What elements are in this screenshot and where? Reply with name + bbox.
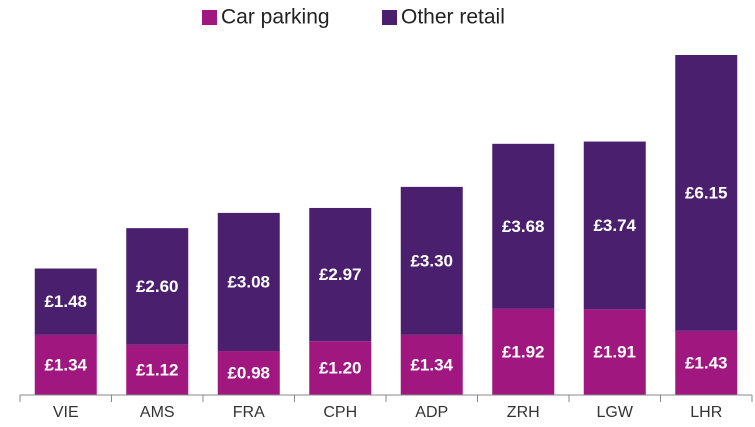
data-label: £3.74 — [593, 216, 636, 235]
data-label: £1.12 — [136, 360, 179, 379]
legend-label: Other retail — [401, 6, 505, 29]
bar-segment — [309, 341, 372, 395]
x-tick-label: AMS — [140, 404, 175, 421]
data-label: £3.30 — [410, 251, 453, 270]
data-label: £2.60 — [136, 277, 179, 296]
bar-segment — [400, 334, 463, 395]
data-label: £1.20 — [319, 359, 362, 378]
bar-segment — [675, 55, 738, 331]
data-label: £1.92 — [502, 342, 545, 361]
bar-segment — [217, 351, 280, 395]
bar-segment — [583, 309, 646, 395]
x-tick-label: VIE — [53, 404, 79, 421]
bar-segment — [126, 228, 189, 345]
legend-swatch — [202, 10, 217, 25]
bar-segment — [492, 308, 555, 395]
bar-segment — [34, 268, 97, 335]
x-tick-label: FRA — [233, 404, 265, 421]
x-tick-label: LGW — [597, 404, 634, 421]
x-tick-label: ZRH — [507, 404, 540, 421]
bar-segment — [217, 212, 280, 352]
bar-segment — [583, 141, 646, 310]
bar-segment — [309, 207, 372, 342]
data-label: £1.34 — [44, 355, 87, 374]
data-label: £1.48 — [44, 292, 87, 311]
data-label: £1.43 — [685, 353, 728, 372]
data-label: £1.34 — [410, 355, 453, 374]
bar-segment — [34, 334, 97, 395]
data-label: £3.68 — [502, 217, 545, 236]
data-label: £6.15 — [685, 183, 728, 202]
legend-label: Car parking — [221, 6, 330, 29]
bar-segment — [400, 186, 463, 335]
data-label: £0.98 — [227, 364, 270, 383]
data-label: £2.97 — [319, 265, 362, 284]
bar-segment — [492, 143, 555, 309]
legend-swatch — [382, 10, 397, 25]
x-tick-label: ADP — [415, 404, 448, 421]
data-label: £3.08 — [227, 272, 270, 291]
bar-segment — [126, 344, 189, 395]
x-tick-label: CPH — [323, 404, 357, 421]
bar-segment — [675, 330, 738, 395]
data-label: £1.91 — [593, 343, 636, 362]
x-tick-label: LHR — [690, 404, 722, 421]
